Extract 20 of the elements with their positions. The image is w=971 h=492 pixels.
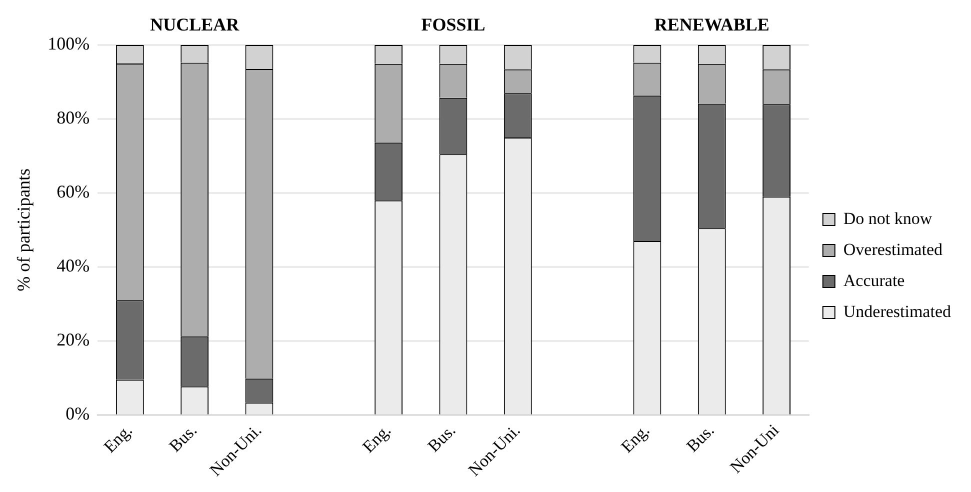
- text: RENEWABLE: [654, 14, 770, 35]
- y-axis-title: % of participants: [14, 168, 34, 292]
- x-tick-label: Eng.: [358, 420, 395, 456]
- legend-label: Do not know: [843, 208, 933, 228]
- x-tick-label: Eng.: [617, 420, 654, 456]
- text: NUCLEAR: [150, 14, 240, 35]
- legend-label: Accurate: [843, 270, 905, 290]
- y-tick-label: 60%: [56, 182, 90, 202]
- x-tick-label: Bus.: [682, 420, 718, 456]
- y-tick-label: 100%: [48, 34, 90, 54]
- y-tick-label: 20%: [56, 330, 90, 350]
- x-tick-label: Bus.: [165, 420, 201, 456]
- x-tick-label: Eng.: [100, 420, 136, 456]
- x-tick-label: Bus.: [424, 420, 460, 456]
- y-tick-label: 0%: [66, 404, 90, 424]
- y-tick-label: 80%: [56, 108, 90, 128]
- y-tick-label: 40%: [56, 256, 90, 276]
- text: FOSSIL: [421, 14, 486, 35]
- legend-label: Overestimated: [843, 240, 943, 259]
- legend-label: Underestimated: [843, 302, 952, 321]
